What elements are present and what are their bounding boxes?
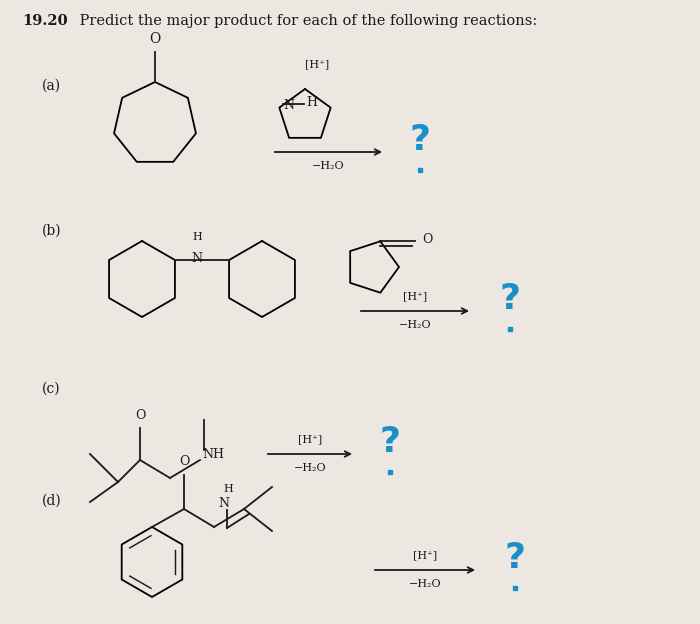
Text: (c): (c) (42, 382, 61, 396)
Text: N: N (284, 99, 294, 112)
Text: O: O (135, 409, 145, 422)
Text: (a): (a) (42, 79, 61, 93)
Text: [H⁺]: [H⁺] (298, 434, 322, 444)
Text: ?: ? (379, 425, 400, 459)
Text: N: N (218, 497, 230, 510)
Text: NH: NH (202, 447, 224, 461)
Text: −H₂O: −H₂O (399, 320, 431, 330)
Text: ?: ? (410, 123, 430, 157)
Text: [H⁺]: [H⁺] (403, 291, 427, 301)
Text: −H₂O: −H₂O (409, 579, 441, 589)
Text: 19.20: 19.20 (22, 14, 68, 28)
Text: ?: ? (505, 541, 526, 575)
Text: H: H (192, 232, 202, 242)
Text: O: O (178, 455, 189, 468)
Text: H: H (307, 96, 317, 109)
Text: O: O (149, 32, 160, 46)
Text: ?: ? (500, 282, 521, 316)
Text: −H₂O: −H₂O (294, 463, 326, 473)
Text: [H⁺]: [H⁺] (305, 59, 329, 69)
Text: (b): (b) (42, 224, 62, 238)
Text: O: O (422, 233, 433, 246)
Text: −H₂O: −H₂O (312, 161, 345, 171)
Text: Predict the major product for each of the following reactions:: Predict the major product for each of th… (75, 14, 538, 28)
Text: N: N (192, 251, 202, 265)
Text: H: H (223, 484, 233, 494)
Text: (d): (d) (42, 494, 62, 508)
Text: [H⁺]: [H⁺] (413, 550, 437, 560)
